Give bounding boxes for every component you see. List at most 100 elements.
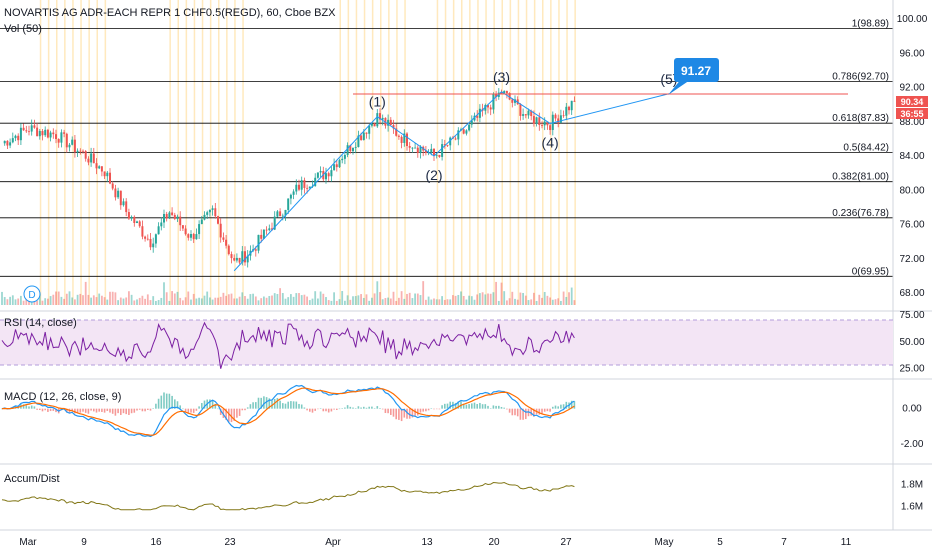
wave-label: (3) [493, 69, 510, 85]
candle-body [44, 129, 47, 136]
volume-bar [365, 294, 368, 305]
macd-hist-bar [344, 407, 346, 409]
candle-body [260, 234, 263, 239]
macd-hist-bar [309, 408, 311, 412]
fib-label: 0.786(92.70) [832, 72, 889, 83]
candle-body [122, 201, 125, 206]
macd-hist-bar [500, 406, 503, 409]
candle-body [395, 128, 398, 136]
volume-bar [171, 291, 173, 305]
macd-hist-bar [354, 408, 357, 409]
candle-body [443, 144, 446, 146]
macd-tick: 0.00 [902, 404, 922, 415]
rsi-axis[interactable]: 75.00 50.00 25.00 [899, 310, 924, 374]
candle-body [325, 173, 327, 180]
candle-body [181, 225, 184, 229]
candle-body [190, 234, 192, 238]
candle-body [117, 190, 120, 198]
candle-body [527, 110, 530, 116]
volume-bar [549, 297, 551, 305]
time-tick: 5 [717, 537, 723, 548]
macd-hist-bar [93, 408, 95, 412]
macd-hist-bar [376, 406, 379, 409]
price-axis[interactable]: 100.00 96.00 92.00 88.00 84.00 80.00 76.00 72.0… [897, 14, 928, 299]
candle-body [92, 153, 95, 164]
volume-bar [284, 298, 287, 305]
volume-bar [249, 294, 252, 305]
candle-body [235, 257, 238, 261]
macd-hist-bar [411, 408, 414, 418]
volume-bar [214, 297, 217, 305]
macd-hist-bar [516, 408, 519, 417]
macd-hist-bar [303, 407, 306, 409]
accum-axis[interactable]: 1.8M 1.6M [901, 480, 923, 513]
volume-bar [403, 298, 406, 305]
macd-pane[interactable] [1, 384, 576, 438]
macd-hist-bar [41, 408, 44, 412]
macd-hist-bar [522, 408, 524, 420]
volume-bar [9, 296, 11, 305]
time-tick: 16 [150, 537, 162, 548]
accum-dist-pane[interactable] [1, 481, 575, 511]
price-pane[interactable]: 1(98.89) 0.786(92.70) 0.618(87.83) 0.5(84.4… [0, 19, 893, 305]
volume-bar [554, 299, 557, 305]
volume-bar [306, 296, 308, 305]
candle-body [346, 145, 349, 155]
volume-bar [560, 300, 562, 305]
candle-body [308, 186, 311, 189]
candle-body [414, 147, 417, 149]
macd-hist-bar [444, 403, 446, 409]
price-tick: 68.00 [899, 288, 924, 299]
candle-body [287, 198, 290, 210]
candle-body [154, 234, 157, 244]
macd-hist-bar [179, 405, 181, 409]
macd-hist-bar [573, 401, 576, 409]
volume-bar [84, 281, 87, 305]
candle-body [349, 145, 352, 152]
macd-axis[interactable]: 0.00 -2.00 [901, 404, 924, 451]
candle-body [298, 184, 300, 190]
last-price-tag: 90.34 36:55 [896, 96, 928, 119]
candle-body [570, 100, 573, 111]
candle-body [244, 251, 246, 263]
volume-bar [236, 298, 238, 305]
macd-hist-bar [222, 408, 225, 418]
volume-bar [146, 294, 149, 305]
accum-tick: 1.6M [901, 502, 923, 513]
candle-body [106, 172, 109, 177]
macd-hist-bar [408, 408, 411, 419]
candle-body [343, 154, 346, 159]
volume-bar [481, 292, 484, 305]
candle-body [416, 147, 419, 154]
macd-hist-bar [352, 407, 354, 409]
candle-body [241, 251, 244, 263]
macd-hist-bar [1, 408, 3, 410]
volume-bar [381, 299, 384, 305]
macd-hist-bar [560, 404, 562, 409]
macd-hist-bar [400, 408, 403, 422]
candle-body [198, 224, 201, 235]
volume-bar [352, 296, 354, 305]
macd-hist-bar [125, 408, 127, 415]
candle-body [524, 114, 527, 116]
candle-body [559, 115, 562, 123]
volume-bar [354, 296, 357, 305]
volume-bar [346, 295, 349, 305]
time-axis[interactable]: Mar 9 16 23 Apr 13 20 27 May 5 7 11 [19, 537, 851, 548]
volume-bar [74, 299, 76, 305]
rsi-tick: 75.00 [899, 310, 924, 321]
volume-bars [1, 281, 576, 305]
volume-bar [136, 299, 138, 305]
accum-dist-line [1, 481, 575, 511]
macd-hist-bar [236, 408, 238, 418]
candle-body [530, 110, 533, 117]
candle-body [389, 119, 392, 126]
dividend-marker[interactable]: D [23, 285, 41, 303]
macd-hist-bar [101, 408, 103, 412]
macd-hist-bar [176, 401, 179, 409]
rsi-pane[interactable] [0, 319, 893, 369]
candle-body [565, 106, 568, 116]
candle-body [195, 234, 198, 240]
volume-bar [535, 300, 538, 305]
